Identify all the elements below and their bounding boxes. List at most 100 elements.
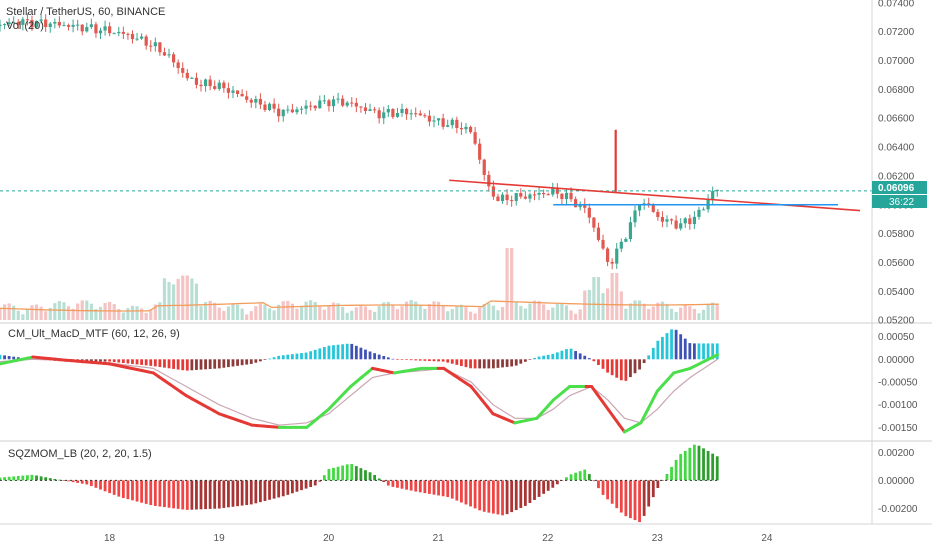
macd-pane[interactable] (0, 329, 720, 434)
macd-histogram-bar (665, 333, 669, 360)
volume-bar (450, 309, 454, 320)
sqz-bar (354, 466, 358, 481)
volume-bar (436, 301, 441, 320)
time-tick-label: 19 (214, 533, 226, 544)
candle-body (217, 82, 221, 89)
macd-histogram-bar (482, 359, 486, 369)
sqz-bar (377, 478, 381, 481)
sqz-bar (158, 480, 162, 507)
volume-bar (171, 284, 176, 320)
macd-histogram-bar (7, 356, 11, 360)
macd-histogram-bar (195, 359, 198, 370)
sqz-bar (21, 475, 25, 481)
candle-body (44, 19, 48, 28)
sqz-bar (615, 480, 619, 509)
candle-body (532, 194, 537, 196)
candle-body (66, 25, 71, 27)
macd-histogram-bar (377, 354, 381, 360)
sqz-bar (309, 480, 313, 488)
candle-body (574, 199, 578, 208)
sqz-bar (661, 480, 664, 481)
sqz-bar (12, 476, 16, 481)
macd-histogram-bar (364, 349, 367, 360)
macd-histogram-bar (478, 359, 482, 369)
volume-bar (423, 308, 427, 320)
sqz-bar (85, 480, 89, 485)
candle-body (258, 98, 262, 105)
candle-body (665, 219, 669, 222)
volume-bar (71, 308, 75, 320)
volume-bar (53, 303, 57, 320)
macd-histogram-bar (185, 359, 189, 371)
candle-body (331, 99, 336, 107)
macd-histogram-bar (409, 359, 413, 361)
macd-histogram-bar (501, 359, 504, 368)
candle-body (327, 100, 331, 107)
sqz-bar (80, 480, 84, 484)
macd-histogram-bar (679, 334, 683, 360)
candle-body (377, 110, 381, 119)
volume-bar (140, 308, 144, 320)
sqz-bar (519, 480, 523, 508)
macd-histogram-bar (304, 352, 308, 360)
volume-bar (144, 312, 148, 320)
volume-bar (162, 278, 167, 320)
sqz-bar (258, 480, 262, 503)
macd-histogram-bar (368, 351, 372, 360)
sqz-bar (450, 480, 454, 499)
volume-bar (0, 308, 2, 320)
macd-histogram-bar (633, 359, 637, 374)
candle-body (103, 26, 107, 31)
macd-histogram-bar (418, 359, 422, 361)
sqz-bar (304, 480, 308, 489)
macd-histogram-bar (578, 353, 582, 360)
candle-body (615, 248, 619, 264)
candle-body (249, 99, 253, 103)
volume-bar (190, 278, 194, 320)
candle-body (313, 105, 317, 109)
macd-histogram-bar (131, 359, 134, 364)
candle-body (34, 20, 39, 28)
sqz-bar (455, 480, 459, 501)
candle-body (596, 227, 601, 240)
macd-histogram-bar (414, 359, 418, 361)
candle-body (213, 86, 217, 89)
macd-histogram-bar (386, 357, 390, 360)
candle-body (395, 112, 400, 117)
candle-body (226, 88, 231, 93)
candle-body (436, 118, 441, 121)
macd-histogram-bar (455, 359, 459, 365)
macd-histogram-bar (167, 359, 171, 369)
sqz-bar (409, 480, 413, 491)
macd-histogram-bar (510, 359, 514, 367)
volume-bar (267, 308, 272, 320)
volume-bar (313, 301, 317, 320)
volume-bar (331, 302, 336, 320)
macd-histogram-bar (405, 359, 408, 360)
volume-bar (610, 273, 614, 320)
volume-bar (523, 308, 527, 320)
candle-body (464, 126, 468, 130)
macd-line-segment (639, 410, 648, 425)
sqzmom-pane[interactable] (0, 444, 719, 523)
volume-bar (290, 303, 294, 320)
candle-body (478, 143, 482, 160)
macd-histogram-bar (528, 359, 532, 360)
macd-histogram-bar (309, 351, 313, 360)
candle-body (637, 205, 642, 211)
volume-bar (176, 278, 180, 320)
candle-body (715, 189, 719, 192)
macd-histogram-bar (437, 359, 440, 362)
macd-histogram-bar (327, 345, 331, 360)
volume-bar (336, 303, 340, 320)
candle-body (345, 102, 349, 106)
price-pane[interactable] (0, 13, 872, 320)
macd-histogram-bar (373, 353, 377, 360)
candle-body (144, 36, 148, 46)
macd-histogram-bar (615, 359, 619, 378)
sqz-bar (542, 480, 546, 494)
macd-histogram-bar (469, 359, 472, 369)
volume-bar (400, 306, 404, 320)
macd-histogram-bar (597, 359, 600, 365)
